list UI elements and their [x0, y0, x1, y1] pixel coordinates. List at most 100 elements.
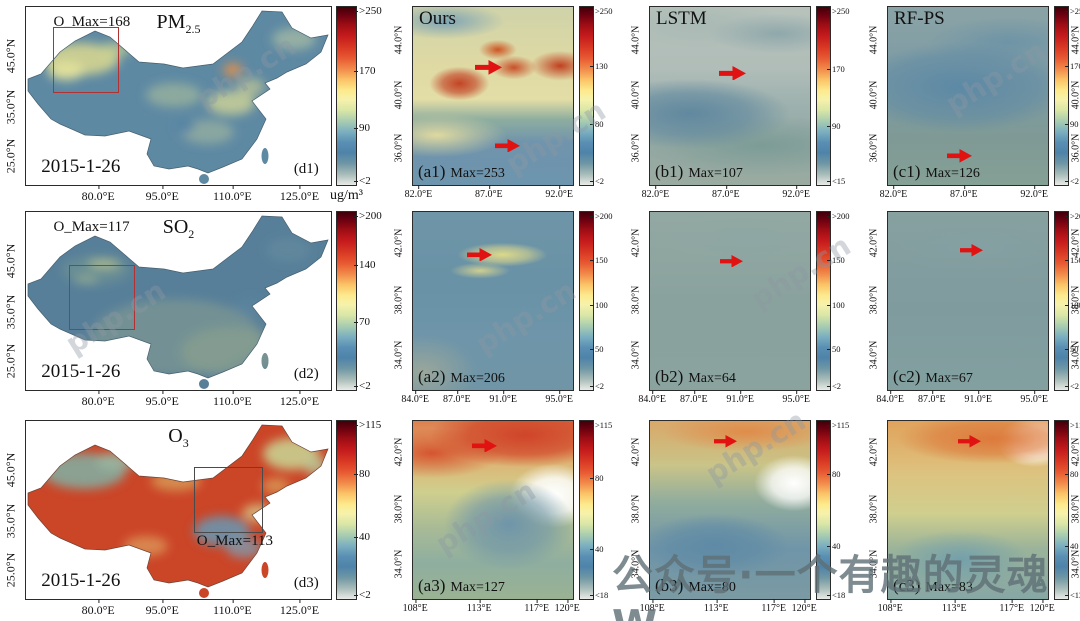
colorbar: >115 80 40 <2	[336, 419, 381, 601]
tag-max: (c1) Max=126	[893, 162, 980, 181]
row-pm25: 45.0°N 35.0°N 25.0°N	[0, 0, 1080, 207]
x-axis: 80.0°E 95.0°E 110.0°E 125.0°E	[81, 390, 320, 408]
omax-label: O_Max=168	[53, 14, 131, 31]
colorbar-ticks: >200 140 70 <2	[354, 209, 382, 393]
x-axis: 82.0°E 87.0°E 92.0°E	[404, 185, 573, 200]
y-axis: 44.0°N 40.0°N 36.0°N	[868, 25, 880, 163]
y-axis-right: 42.0°N 38.0°N 34.0°N	[1070, 228, 1080, 370]
highlight-box	[68, 265, 135, 330]
panel-lstm-so2: 42.0°N 38.0°N 34.0°N (b2) Max=64 84.0°E 87.0…	[622, 205, 860, 412]
row-so2: 45.0°N 35.0°N 25.0°N	[0, 205, 1080, 412]
y-axis: 45.0°N 35.0°N 25.0°N	[3, 243, 18, 378]
y-axis: 44.0°N 40.0°N 36.0°N	[630, 25, 642, 163]
tag-max: (a1) Max=253	[418, 162, 505, 181]
x-axis: 108°E 113°E 117°E 120°E	[877, 599, 1055, 614]
panel-lstm-o3: 42.0°N 38.0°N 34.0°N (b3) Max=80 108°E 113°E…	[622, 414, 860, 621]
panel-tag: (d2)	[293, 365, 319, 382]
tag-max: (b1) Max=107	[655, 162, 743, 181]
zoom-map-lstm-pm25: LSTM (b1) Max=107	[649, 6, 811, 186]
pollutant-title: SO2	[162, 215, 195, 241]
date-label: 2015-1-26	[41, 155, 121, 177]
red-arrow-icon	[958, 435, 982, 448]
panel-overview-so2: 45.0°N 35.0°N 25.0°N	[0, 205, 382, 412]
colorbar-gradient	[817, 212, 830, 390]
zoom-map-lstm-so2: (b2) Max=64	[649, 211, 811, 391]
panel-overview-pm25: 45.0°N 35.0°N 25.0°N	[0, 0, 382, 207]
date-label: 2015-1-26	[41, 569, 121, 591]
y-axis: 45.0°N 35.0°N 25.0°N	[3, 38, 18, 173]
colorbar-ticks: >115 80 40 <2	[353, 418, 382, 602]
red-arrow-icon	[947, 149, 973, 164]
panel-overview-o3: 45.0°N 35.0°N 25.0°N	[0, 414, 382, 621]
zoom-map-rfps-pm25: RF-PS (c1) Max=126	[887, 6, 1049, 186]
x-axis: 84.0°E 87.0°E 91.0°E 95.0°E	[638, 390, 810, 405]
zoom-map-ours-so2: (a2) Max=206	[412, 211, 574, 391]
colorbar-gradient	[1055, 7, 1068, 185]
china-map-pm25: O_Max=168 PM2.5 2015-1-26 (d1)	[25, 6, 332, 186]
red-arrow-icon	[467, 247, 493, 262]
colorbar-gradient	[817, 421, 830, 599]
y-axis: 42.0°N 38.0°N 34.0°N	[630, 437, 642, 579]
colorbar-ticks: >115 80 40 <18	[826, 419, 850, 601]
x-axis: 80.0°E 95.0°E 110.0°E 125.0°E	[81, 185, 320, 203]
tag-max: (c3) Max=83	[893, 576, 973, 595]
red-arrow-icon	[960, 244, 983, 257]
panel-tag: (d3)	[293, 574, 319, 591]
tag-max: (a2) Max=206	[418, 367, 505, 386]
method-label: Ours	[419, 8, 456, 29]
y-axis: 42.0°N 38.0°N 34.0°N	[393, 228, 405, 370]
date-label: 2015-1-26	[41, 360, 121, 382]
china-map-svg	[27, 215, 329, 389]
colorbar-gradient	[337, 421, 356, 599]
method-label: RF-PS	[894, 8, 945, 29]
y-axis-right: 42.0°N 38.0°N 34.0°N	[1070, 437, 1080, 579]
highlight-box	[53, 26, 120, 93]
y-axis: 42.0°N 38.0°N 34.0°N	[868, 437, 880, 579]
y-axis: 42.0°N 38.0°N 34.0°N	[630, 228, 642, 370]
tag-max: (a3) Max=127	[418, 576, 505, 595]
red-arrow-icon	[472, 438, 498, 453]
colorbar-gradient	[817, 7, 830, 185]
y-axis: 42.0°N 38.0°N 34.0°N	[393, 437, 405, 579]
x-axis: 108°E 113°E 117°E 120°E	[402, 599, 580, 614]
china-map-so2: O_Max=117 SO2 2015-1-26 (d2)	[25, 211, 332, 391]
tag-max: (b2) Max=64	[655, 367, 736, 386]
colorbar-gradient	[1055, 212, 1068, 390]
colorbar-gradient	[580, 212, 593, 390]
red-arrow-icon	[714, 435, 737, 448]
colorbar-ticks: >250 130 80 <2	[589, 5, 613, 187]
pollutant-title: O3	[168, 424, 189, 450]
omax-label: O_Max=113	[196, 533, 274, 550]
zoom-map-ours-pm25: Ours (a1) Max=253	[412, 6, 574, 186]
y-axis: 42.0°N 38.0°N 34.0°N	[868, 228, 880, 370]
x-axis: 84.0°E 87.0°E 91.0°E 95.0°E	[876, 390, 1048, 405]
red-arrow-icon	[494, 138, 520, 153]
panel-rfps-o3: 42.0°N 38.0°N 34.0°N (c3) Max=83 108°E 113°E…	[860, 414, 1080, 621]
colorbar: >115 80 40 <18	[816, 420, 849, 600]
x-axis: 80.0°E 95.0°E 110.0°E 125.0°E	[81, 599, 320, 617]
zoom-map-lstm-o3: (b3) Max=80	[649, 420, 811, 600]
highlight-box	[193, 467, 263, 534]
colorbar-gradient	[580, 7, 593, 185]
china-map-svg	[27, 10, 329, 184]
red-arrow-icon	[718, 65, 746, 81]
china-map-o3: O3 O_Max=113 2015-1-26 (d3)	[25, 420, 332, 600]
panel-lstm-pm25: 44.0°N 40.0°N 36.0°N LSTM (b1) Max=107 82.0…	[622, 0, 860, 207]
colorbar: >115 80 40 <18	[579, 420, 612, 600]
pollutant-title: PM2.5	[156, 10, 201, 36]
panel-rfps-so2: 42.0°N 38.0°N 34.0°N (c2) Max=67 84.0°E 87.0…	[860, 205, 1080, 412]
colorbar-gradient	[337, 212, 356, 390]
colorbar-ticks: >250 170 90 <15	[826, 5, 850, 187]
panel-rfps-pm25: 44.0°N 40.0°N 36.0°N RF-PS (c1) Max=126 82.…	[860, 0, 1080, 207]
